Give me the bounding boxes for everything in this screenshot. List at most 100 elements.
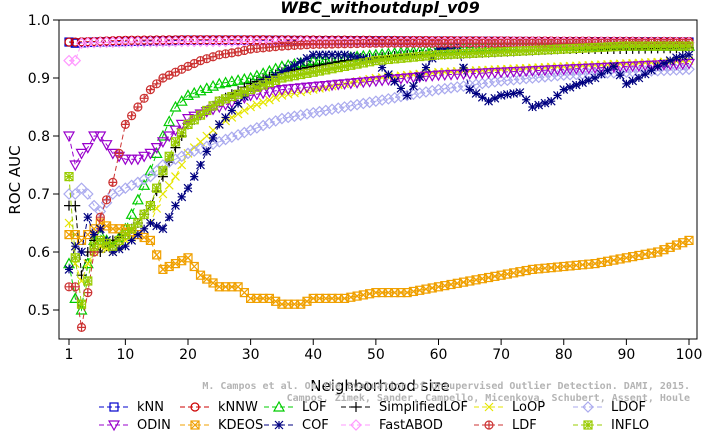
- legend-marker-simplifiedlof: [351, 402, 361, 412]
- data-point-kdeos: [427, 283, 437, 293]
- data-point-kdeos: [615, 254, 625, 264]
- data-point-knnw: [70, 37, 80, 47]
- data-point-kdeos: [383, 288, 393, 298]
- data-point-loop: [246, 102, 256, 112]
- x-axis: 1 10 20 30 40 50 60 70 80 90 100: [65, 339, 702, 363]
- data-point-kdeos: [540, 263, 550, 273]
- legend-marker-simplifiedlof: [351, 402, 361, 412]
- data-point-cof: [540, 98, 550, 108]
- data-point-cof: [177, 192, 187, 202]
- data-point-odin: [81, 143, 94, 154]
- data-point-ldof: [263, 117, 276, 130]
- data-point-cof: [283, 64, 293, 74]
- data-point-inflo: [296, 70, 306, 79]
- data-point-inflo: [603, 42, 613, 52]
- data-point-ldof: [69, 188, 82, 200]
- data-point-ldof: [507, 73, 520, 86]
- data-point-cof: [352, 52, 362, 62]
- data-point-kdeos: [346, 292, 356, 302]
- data-point-inflo: [189, 115, 199, 125]
- data-point-kdeos: [114, 224, 124, 234]
- data-point-odin: [369, 76, 382, 88]
- data-point-kdeos: [352, 291, 362, 301]
- data-point-inflo: [659, 41, 669, 51]
- data-point-cof: [653, 61, 663, 71]
- data-point-odin: [482, 68, 495, 80]
- data-point-ldof: [225, 131, 238, 144]
- data-point-cof: [95, 224, 105, 234]
- data-point-inflo: [177, 128, 187, 138]
- data-point-lof: [156, 129, 169, 141]
- data-point-inflo: [120, 230, 130, 240]
- data-point-odin: [520, 66, 533, 78]
- legend-label-ldof: LDOF: [611, 400, 646, 415]
- legend-marker-loop: [484, 402, 494, 412]
- data-point-kdeos: [509, 268, 519, 278]
- data-point-kdeos: [634, 250, 644, 261]
- data-point-inflo: [396, 53, 406, 63]
- data-point-inflo: [640, 41, 650, 51]
- data-point-kdeos: [277, 299, 287, 309]
- data-point-ldof: [520, 72, 533, 85]
- data-point-inflo: [271, 75, 281, 85]
- legend-marker-fastabod: [350, 419, 362, 431]
- data-point-cof: [415, 72, 425, 82]
- data-point-cof: [315, 50, 324, 60]
- data-point-cof: [490, 93, 500, 103]
- data-point-odin: [545, 65, 558, 77]
- data-point-odin: [495, 67, 508, 79]
- data-point-inflo: [64, 172, 74, 182]
- data-point-odin: [438, 70, 451, 82]
- data-point-odin: [150, 143, 163, 154]
- legend-label-kdeos: KDEOS: [218, 418, 263, 433]
- data-point-ldf: [70, 282, 80, 292]
- data-point-inflo: [114, 235, 124, 245]
- data-point-ldof: [370, 95, 382, 108]
- legend-marker-ldf: [485, 421, 493, 429]
- data-point-cof: [590, 73, 600, 83]
- data-point-ldof: [326, 103, 338, 116]
- data-point-odin: [351, 78, 364, 89]
- legend-marker-kdeos: [190, 420, 200, 430]
- data-point-inflo: [221, 94, 230, 104]
- data-point-inflo: [578, 43, 587, 53]
- legend-marker-cof: [274, 420, 284, 430]
- series-line-lof: [68, 45, 689, 312]
- data-point-kdeos: [321, 293, 331, 303]
- data-point-cof: [327, 50, 337, 60]
- legend-label-knnw: kNNW: [218, 400, 258, 415]
- data-point-inflo: [289, 71, 300, 81]
- data-point-odin: [307, 82, 320, 93]
- data-point-cof: [127, 235, 137, 245]
- data-point-odin: [332, 79, 345, 91]
- data-point-ldof: [88, 199, 100, 212]
- data-point-kdeos: [214, 282, 224, 292]
- data-point-cof: [621, 79, 631, 89]
- data-point-inflo: [120, 230, 130, 240]
- data-point-ldof: [420, 86, 432, 98]
- data-point-ldof: [451, 81, 464, 93]
- data-point-loop: [258, 97, 268, 107]
- legend-marker-ldof: [582, 401, 594, 413]
- data-point-ldof: [476, 77, 489, 90]
- data-point-odin: [156, 137, 169, 149]
- data-point-odin: [75, 148, 88, 160]
- x-tick-label: 10: [116, 347, 134, 363]
- data-point-ldof: [282, 111, 295, 124]
- data-point-lof: [131, 193, 144, 205]
- data-point-cof: [290, 60, 299, 70]
- data-point-loop: [164, 180, 174, 190]
- data-point-ldof: [301, 108, 313, 120]
- data-point-kdeos: [571, 260, 581, 270]
- data-point-odin: [495, 67, 508, 79]
- data-point-kdeos: [308, 293, 318, 303]
- series-inflo: [64, 41, 694, 309]
- data-point-cof: [553, 90, 562, 100]
- data-point-lof: [125, 208, 138, 219]
- data-point-loop: [164, 180, 174, 190]
- data-point-ldf: [115, 149, 124, 158]
- data-point-inflo: [678, 41, 688, 51]
- data-point-cof: [684, 50, 694, 60]
- data-point-odin: [645, 60, 658, 72]
- data-point-kdeos: [377, 288, 387, 298]
